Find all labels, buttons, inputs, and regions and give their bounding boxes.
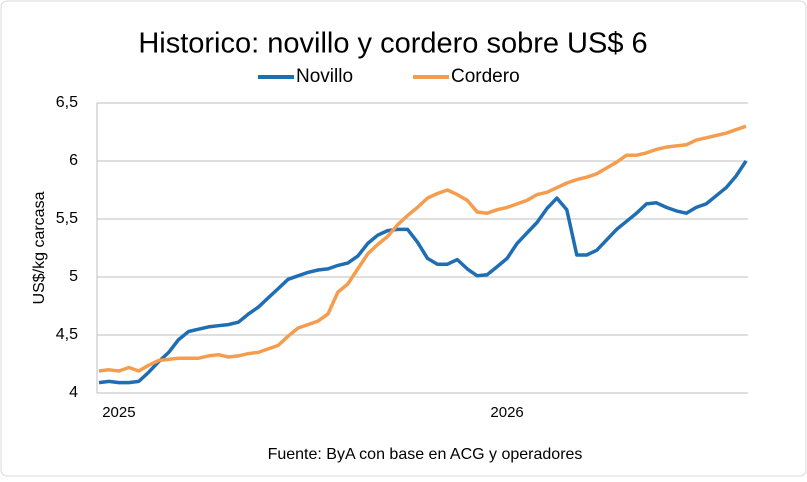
y-tick-label: 6 (69, 152, 78, 169)
y-tick-label: 5 (69, 268, 78, 285)
legend-label: Cordero (451, 66, 520, 87)
chart-title: Historico: novillo y cordero sobre US$ 6 (138, 28, 647, 60)
y-tick-label: 4,5 (56, 326, 78, 343)
source-note: Fuente: ByA con base en ACG y operadores (268, 446, 583, 463)
legend-label: Novillo (296, 66, 353, 87)
series-line (98, 160, 748, 385)
y-tick-label: 6,5 (56, 94, 78, 111)
y-axis-label: US$/kg carcasa (31, 191, 48, 304)
x-tick-label: 2026 (490, 404, 523, 421)
x-tick-label: 2025 (102, 404, 135, 421)
y-tick-label: 4 (69, 384, 78, 401)
y-tick-label: 5,5 (56, 210, 78, 227)
series-line (98, 124, 747, 373)
